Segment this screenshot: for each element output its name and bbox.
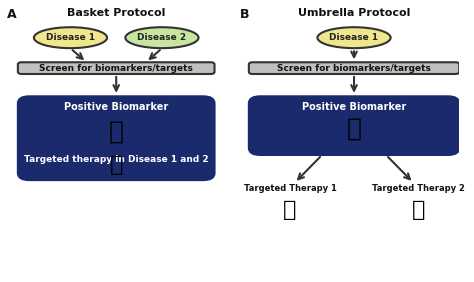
- Text: A: A: [7, 8, 16, 21]
- Text: Basket Protocol: Basket Protocol: [67, 8, 165, 18]
- FancyBboxPatch shape: [249, 62, 459, 74]
- Text: Disease 1: Disease 1: [46, 33, 95, 42]
- Text: Disease 2: Disease 2: [137, 33, 186, 42]
- Text: 🧬: 🧬: [346, 116, 362, 140]
- FancyBboxPatch shape: [18, 96, 215, 180]
- FancyBboxPatch shape: [18, 62, 215, 74]
- Text: Targeted Therapy 1: Targeted Therapy 1: [244, 184, 337, 193]
- Ellipse shape: [34, 27, 107, 48]
- FancyBboxPatch shape: [249, 96, 459, 155]
- Text: 💊: 💊: [411, 200, 425, 220]
- Text: 💊: 💊: [109, 155, 123, 175]
- Text: Screen for biomarkers/targets: Screen for biomarkers/targets: [39, 64, 193, 73]
- Text: Targeted therapy in Disease 1 and 2: Targeted therapy in Disease 1 and 2: [24, 155, 209, 164]
- Text: B: B: [240, 8, 249, 21]
- Text: Disease 1: Disease 1: [329, 33, 379, 42]
- Text: Positive Biomarker: Positive Biomarker: [64, 102, 168, 112]
- Text: 🧴: 🧴: [283, 200, 297, 220]
- Text: Targeted Therapy 2: Targeted Therapy 2: [372, 184, 465, 193]
- Text: Umbrella Protocol: Umbrella Protocol: [298, 8, 410, 18]
- Text: Screen for biomarkers/targets: Screen for biomarkers/targets: [277, 64, 431, 73]
- Text: 🧬: 🧬: [109, 119, 124, 143]
- Ellipse shape: [125, 27, 199, 48]
- Ellipse shape: [318, 27, 391, 48]
- Text: Positive Biomarker: Positive Biomarker: [302, 102, 406, 112]
